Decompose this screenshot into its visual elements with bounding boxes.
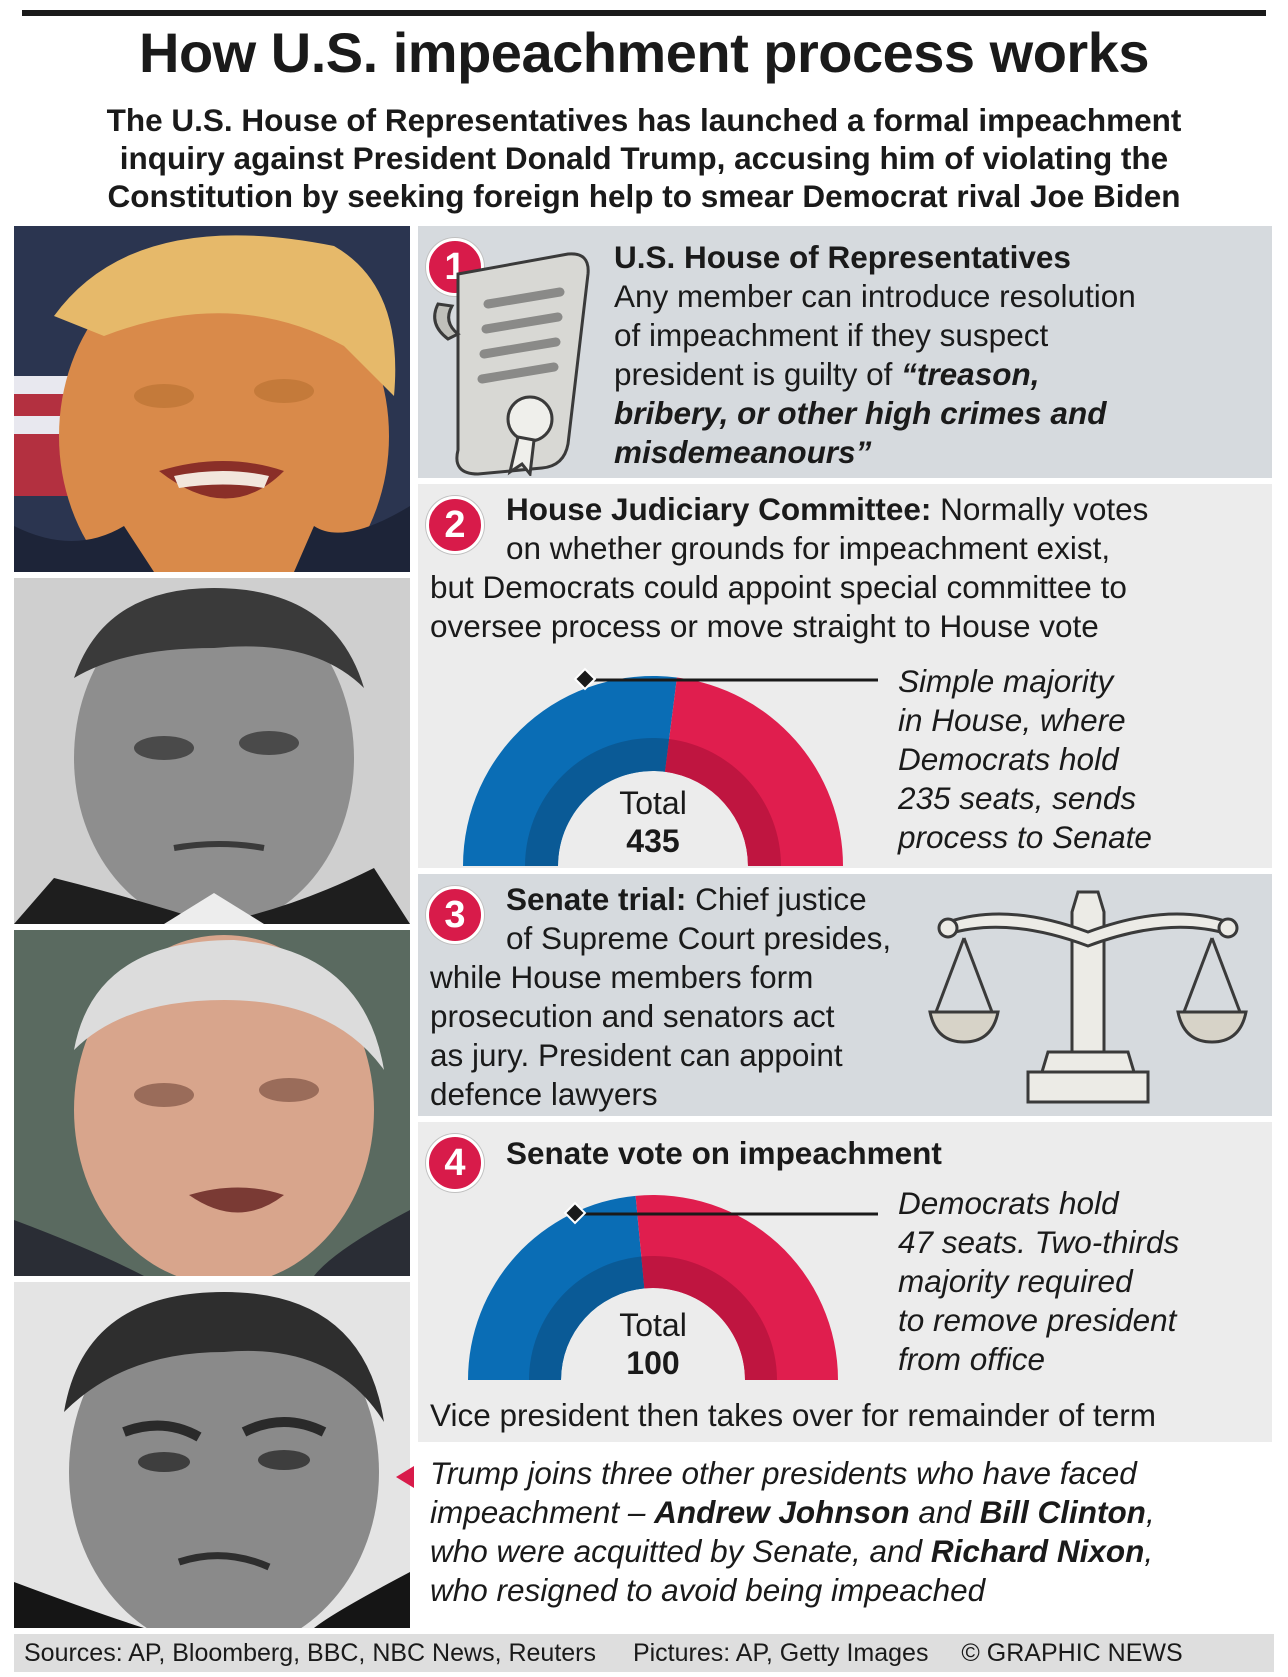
footer: Sources: AP, Bloomberg, BBC, NBC News, R… [14,1634,1274,1672]
step-1-text: president is guilty of “treason, [614,355,1039,394]
scales-icon [928,890,1248,1104]
step-4-heading: Senate vote on impeachment [506,1135,942,1171]
gauge-pointer-marker [563,1201,587,1225]
subtitle-line: Constitution by seeking foreign help to … [107,177,1181,214]
democrat-seats-arc [468,1195,645,1380]
history-text-part: , [1145,1494,1155,1530]
step-4-footnote: Vice president then takes over for remai… [430,1397,1157,1433]
step-3-panel: 3 Senate trial: Chief justice of Supreme… [418,874,1272,1116]
step-2-note: Democrats hold [898,741,1119,777]
step-1-quote: bribery, or other high crimes and [614,395,1107,431]
step-number-badge: 3 [426,886,484,944]
history-name: Richard Nixon [930,1533,1145,1569]
step-1-heading: U.S. House of Representatives [614,239,1071,275]
step-3-text: defence lawyers [430,1076,658,1112]
step-2-heading-line: House Judiciary Committee: Normally vote… [506,490,1148,529]
step-number-badge: 4 [426,1134,484,1192]
top-rule [22,10,1266,16]
step-1-panel: 1 U.S. House of Representatives Any memb… [418,226,1272,478]
footer-credit: © GRAPHIC NEWS [961,1639,1183,1667]
step-3-text: as jury. President can appoint [430,1037,843,1073]
history-text-part: , [1144,1533,1154,1569]
photo-trump [14,226,410,572]
step-1-quote: misdemeanours” [614,434,872,470]
republican-inner-arc [664,739,781,866]
step-number-badge: 2 [426,496,484,554]
step-4-note: from office [898,1341,1046,1377]
step-2-note: in House, where [898,702,1126,738]
step-1-quote: “treason, [901,356,1040,392]
step-3-heading: Senate trial: [506,881,687,917]
step-2-text: on whether grounds for impeachment exist… [506,530,1111,566]
photo-clinton [14,930,410,1276]
step-1-text-part: president is guilty of [614,356,902,392]
gauge-total-label: Total [619,1307,687,1343]
history-name: Andrew Johnson [654,1494,910,1530]
photo-johnson [14,578,410,924]
republican-seats-arc [635,1195,838,1380]
scroll-icon [433,252,590,476]
history-text-part: impeachment – [430,1494,655,1530]
step-4-note: 47 seats. Two-thirds [898,1224,1180,1260]
page-subtitle: The U.S. House of Representatives has la… [22,102,1266,215]
history-text: impeachment – Andrew Johnson and Bill Cl… [430,1493,1155,1532]
history-text: Trump joins three other presidents who h… [430,1455,1137,1491]
step-2-text: but Democrats could appoint special comm… [430,569,1127,605]
history-note: Trump joins three other presidents who h… [396,1448,1272,1630]
history-text: who were acquitted by Senate, and Richar… [430,1532,1153,1571]
photo-nixon [14,1282,410,1628]
republican-inner-arc [641,1256,777,1380]
democrat-inner-arc [525,738,670,866]
step-4-panel: 4 Senate vote on impeachment Total 100 D… [418,1122,1272,1442]
step-2-heading: House Judiciary Committee: [506,491,932,527]
gauge-pointer-marker [573,667,597,691]
footer-sources: Sources: AP, Bloomberg, BBC, NBC News, R… [24,1639,596,1667]
gauge-total-value: 100 [626,1345,680,1381]
step-2-panel: 2 House Judiciary Committee: Normally vo… [418,484,1272,868]
history-name: Bill Clinton [979,1494,1146,1530]
senate-gauge [468,1195,878,1380]
republican-seats-arc [664,677,843,866]
subtitle-line: inquiry against President Donald Trump, … [119,139,1169,176]
gauge-total-label: Total [619,785,687,821]
step-2-note: Simple majority [898,663,1114,699]
step-2-text-part: Normally votes [931,491,1149,527]
pointer-triangle-icon [396,1466,414,1488]
history-text-part: and [909,1494,980,1530]
step-number-badge: 1 [426,238,484,296]
step-3-text-part: Chief justice [686,881,867,917]
step-2-note: 235 seats, sends [898,780,1137,816]
history-text: who resigned to avoid being impeached [430,1572,986,1608]
page-title: How U.S. impeachment process works [139,21,1149,84]
step-2-text: oversee process or move straight to Hous… [430,608,1099,644]
step-3-text: while House members form [430,959,814,995]
footer-pictures: Pictures: AP, Getty Images [632,1639,929,1667]
step-3-heading-line: Senate trial: Chief justice [506,880,867,919]
step-3-text: prosecution and senators act [430,998,835,1034]
house-gauge [463,667,878,866]
gauge-total-value: 435 [626,823,680,859]
step-4-note: to remove president [898,1302,1177,1338]
step-3-text: of Supreme Court presides, [506,920,892,956]
step-4-note: majority required [898,1263,1133,1299]
step-4-note: Democrats hold [898,1185,1119,1221]
democrat-inner-arc [529,1256,645,1380]
step-2-note: process to Senate [898,819,1152,855]
history-text-part: who were acquitted by Senate, and [430,1533,931,1569]
step-1-text: of impeachment if they suspect [614,317,1049,353]
subtitle-line: The U.S. House of Representatives has la… [106,102,1182,138]
step-1-text: Any member can introduce resolution [614,278,1136,314]
